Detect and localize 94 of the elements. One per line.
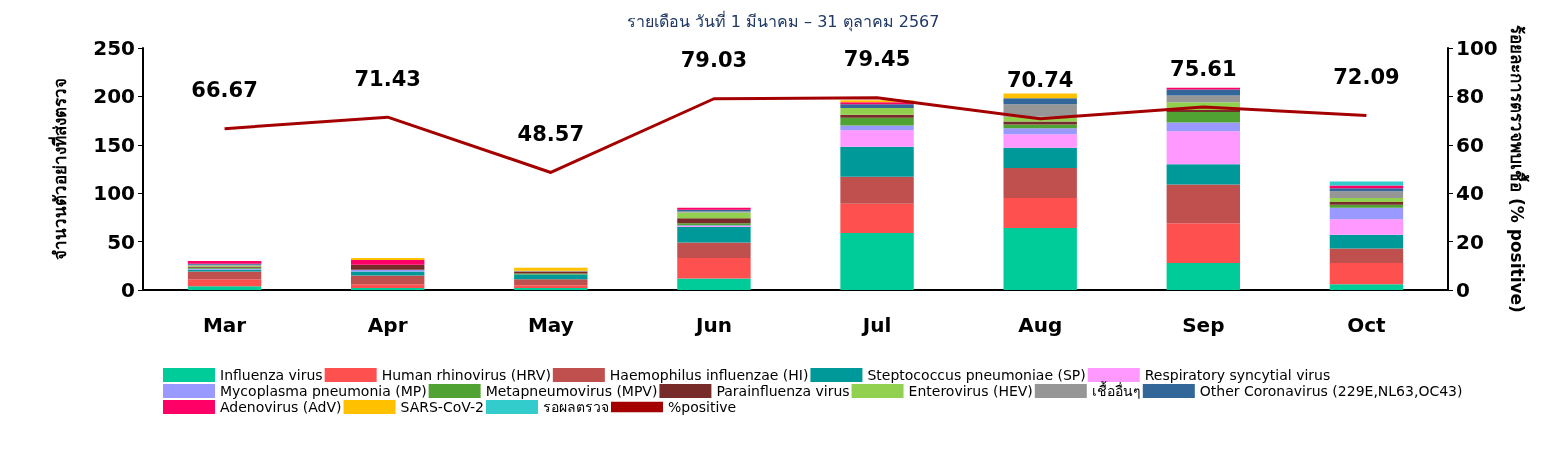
legend-label: Haemophilus influenzae (HI) <box>609 367 809 383</box>
bar <box>840 125 914 131</box>
bar <box>1329 234 1404 249</box>
bar <box>1166 184 1241 224</box>
bar <box>1166 122 1241 132</box>
bar <box>677 242 751 259</box>
legend-label: Metapneumovirus (MPV) <box>485 383 658 399</box>
x-tick-label: Jul <box>860 313 892 337</box>
bar <box>1003 147 1077 169</box>
bar <box>1003 228 1077 290</box>
y-tick-label: 50 <box>107 229 135 254</box>
bar <box>840 232 914 290</box>
data-label: 79.03 <box>680 48 748 73</box>
legend-label: Adenovirus (AdV) <box>220 399 342 415</box>
y2-tick-label: 80 <box>1456 84 1484 109</box>
x-tick-label: Jun <box>693 313 732 337</box>
bar <box>840 117 914 126</box>
y2-tick-label: 100 <box>1456 36 1498 60</box>
bar <box>840 114 914 118</box>
bar <box>1329 191 1404 199</box>
y2-tick-label: 60 <box>1456 132 1484 157</box>
data-label: 75.61 <box>1170 56 1237 81</box>
y-tick-label: 150 <box>93 132 135 157</box>
legend-label: Mycoplasma pneumonia (MP) <box>220 383 427 399</box>
y-tick-label: 250 <box>93 36 135 60</box>
bar <box>677 258 751 279</box>
bar <box>350 284 425 289</box>
bar <box>1003 98 1077 105</box>
legend-label: Other Coronavirus (229E,NL63,OC43) <box>1199 383 1463 399</box>
bar <box>840 108 914 115</box>
bar <box>350 264 425 270</box>
bar <box>514 279 588 286</box>
data-label: 79.45 <box>843 47 911 72</box>
x-tick-label: Apr <box>367 313 408 337</box>
bar <box>1329 248 1404 263</box>
x-tick-label: May <box>527 313 574 337</box>
bar <box>840 203 914 233</box>
bar <box>1166 262 1241 290</box>
y2-tick-label: 20 <box>1456 229 1484 254</box>
bar <box>840 130 914 147</box>
bar <box>1329 207 1404 220</box>
x-tick-label: Oct <box>1347 313 1387 337</box>
legend-label: Enterovirus (HEV) <box>908 383 1033 399</box>
bar <box>350 259 425 265</box>
bar <box>1003 168 1077 199</box>
y2-axis-title: ร้อยละการตรวจพบเชื้อ (% positive) <box>1507 25 1531 313</box>
bar <box>677 218 751 224</box>
bar <box>1329 262 1404 285</box>
x-tick-label: Sep <box>1182 313 1225 337</box>
legend-label: Parainfluenza virus <box>716 383 850 399</box>
legend-label: Influenza virus <box>220 367 323 383</box>
bar <box>1166 164 1241 185</box>
legend-label: เชื้ออื่นๆ <box>1091 381 1141 399</box>
legend-label: Respiratory syncytial virus <box>1144 367 1331 383</box>
y2-tick-label: 40 <box>1456 181 1484 206</box>
bar <box>1166 111 1241 123</box>
y-tick-label: 100 <box>93 181 135 206</box>
bar <box>840 176 914 204</box>
bar <box>1166 95 1241 103</box>
bar <box>1003 93 1077 99</box>
line-series <box>223 96 1368 174</box>
bar <box>1166 131 1241 165</box>
bar <box>1003 198 1077 229</box>
legend-label: SARS-CoV-2 <box>400 399 484 415</box>
bar <box>840 104 914 109</box>
bar <box>350 275 425 285</box>
bar <box>1003 128 1077 135</box>
bar <box>1166 223 1241 263</box>
bar <box>840 146 914 177</box>
chart-title: รายเดือน วันที่ 1 มีนาคม – 31 ตุลาคม 2567 <box>626 9 940 32</box>
bar <box>1003 134 1077 148</box>
x-tick-label: Mar <box>202 313 247 337</box>
bar <box>1329 219 1404 235</box>
data-label: 72.09 <box>1333 65 1400 90</box>
bar <box>187 279 262 287</box>
data-label: 48.57 <box>517 121 585 146</box>
legend-label: %positive <box>667 399 737 415</box>
y2-tick-label: 0 <box>1456 278 1470 302</box>
bar <box>187 286 262 290</box>
bar <box>1003 124 1077 129</box>
bar <box>677 227 751 243</box>
y-tick-label: 200 <box>93 84 135 109</box>
x-tick-label: Aug <box>1018 313 1063 337</box>
bar <box>1329 284 1404 290</box>
bar <box>187 271 262 280</box>
bar <box>677 278 751 290</box>
y-axis-title: จำนวนตัวอย่างที่ส่งตรวจ <box>47 78 70 260</box>
y-tick-label: 0 <box>121 278 135 302</box>
legend-label: รอผลตรวจ <box>542 399 609 415</box>
legend-label: Steptococcus pneumoniae (SP) <box>867 367 1086 383</box>
data-label: 70.74 <box>1006 68 1074 93</box>
data-label: 66.67 <box>191 78 258 103</box>
legend-label: Human rhinovirus (HRV) <box>381 367 551 383</box>
data-label: 71.43 <box>354 66 421 91</box>
